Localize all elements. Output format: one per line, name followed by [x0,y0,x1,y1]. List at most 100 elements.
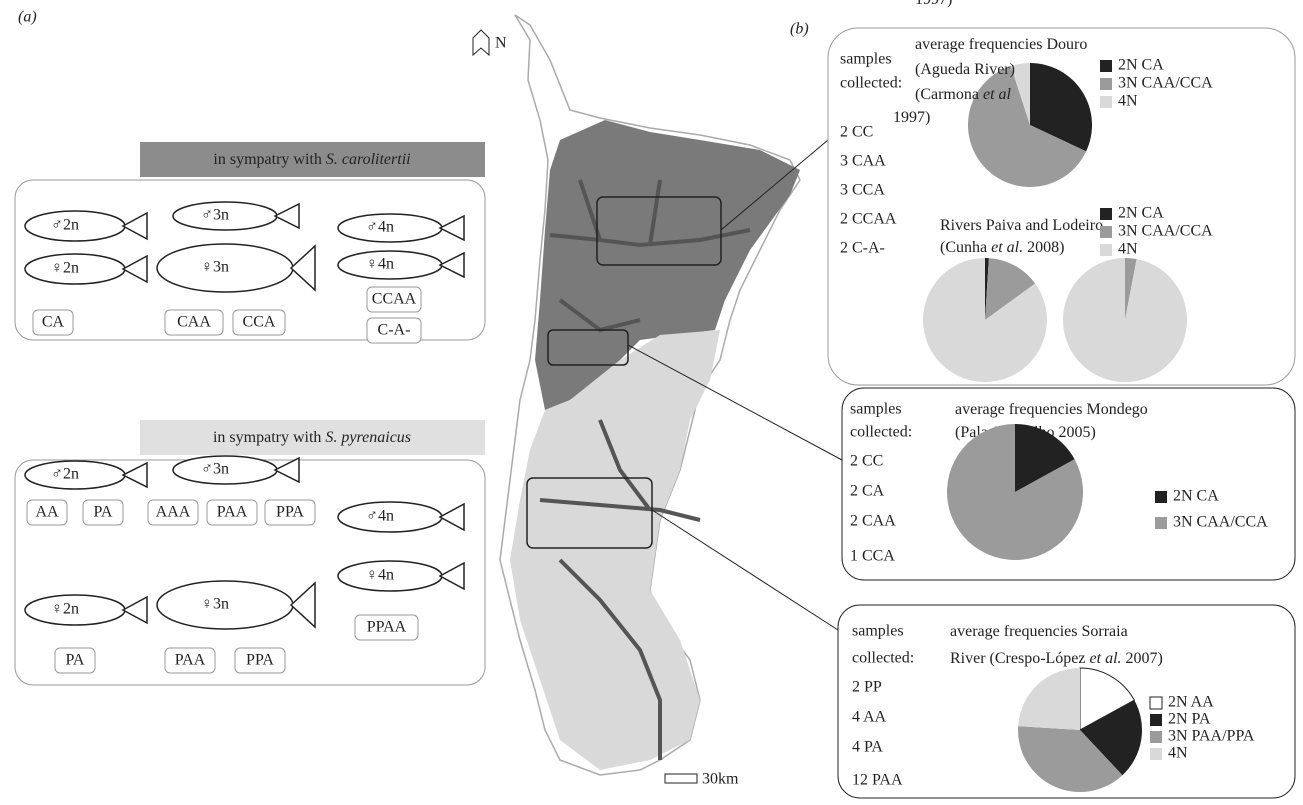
samples-label: collected: [852,650,914,667]
legend-label: 3N PAA/PPA [1168,728,1255,745]
sample-entry: 3 CCA [840,182,885,199]
site-title: (Agueda River) [915,61,1015,78]
site-title: Rivers Paiva and Lodeiro [940,217,1103,234]
site-title: average frequencies Mondego [955,401,1148,418]
legend-swatch [1100,208,1112,220]
north-label: N [495,35,507,52]
legend-label: 4N [1168,745,1188,762]
fish-tail [123,597,147,623]
legend-swatch [1100,60,1112,72]
fish-label: ♀3n [201,596,229,613]
site-title-part: 2007) [1122,650,1163,667]
fish-tail [123,256,147,282]
genotype-label: PPAA [367,619,407,636]
site-title: average frequencies Douro [915,36,1087,53]
site-title-part: 2008) [1023,239,1064,256]
sample-entry: 3 CAA [840,153,886,170]
fish-label: ♀4n [366,567,394,584]
site-title-part: River (Crespo-López [950,650,1090,667]
sample-entry: 2 CAA [850,513,896,530]
site-title-part: average frequencies Mondego [955,401,1148,418]
samples-label: collected: [840,75,902,92]
legend-label: 3N CAA/CCA [1118,223,1213,240]
genotype-label: PPA [276,504,304,521]
fish-tail [440,253,464,277]
fish-label: ♂3n [201,207,229,224]
fish-tail [123,213,147,239]
fish-tail [291,583,315,627]
fish-label: ♂4n [366,219,394,236]
sample-entry: 1 CCA [850,548,895,565]
fish-label: ♂4n [366,508,394,525]
site-title-part: 1997) [915,0,952,8]
site-title: (Cunha et al. 2008) [940,239,1064,256]
legend-label: 2N CA [1173,488,1219,505]
pie-slice [1063,258,1187,382]
site-title-part: (Cunha [940,239,991,256]
map [473,15,842,783]
site-title: River (Crespo-López et al. 2007) [950,650,1163,667]
legend-label: 2N CA [1118,205,1164,222]
group-header-part: in sympatry with [213,429,325,446]
pie-slice [1018,668,1080,730]
sample-entry: 2 CC [840,124,873,141]
site-title-part: Rivers Paiva and Lodeiro [940,217,1103,234]
group-header-part: in sympatry with [213,151,325,168]
legend-swatch [1155,491,1167,503]
legend-label: 2N PA [1168,711,1211,728]
fish-label: ♀4n [366,256,394,273]
sample-entry: 2 CCAA [840,211,897,228]
fish-label: ♂3n [201,461,229,478]
legend-swatch [1100,226,1112,238]
panel-label: (a) [18,9,37,26]
legend-label: 3N CAA/CCA [1173,514,1268,531]
sample-entry: 12 PAA [852,772,903,789]
samples-label: samples [852,623,904,640]
samples-label: samples [840,51,892,68]
site-title: 1997) [893,109,930,126]
scale-label: 30km [702,771,739,788]
legend-swatch [1100,78,1112,90]
panel-label: (b) [790,21,809,38]
legend-swatch [1150,731,1162,743]
legend-swatch [1150,748,1162,760]
fish-label: ♂2n [51,466,79,483]
genotype-label: AA [35,504,59,521]
fish-tail [291,246,315,290]
fish-tail [440,563,464,589]
genotype-label: AAA [156,504,191,521]
legend-label: 2N CA [1118,57,1164,74]
genotype-label: PA [66,652,85,669]
fish-label: ♀2n [51,260,79,277]
legend-swatch [1150,697,1162,709]
site-title-part: et al. [991,239,1023,256]
fish-tail [440,504,464,530]
sample-entry: 2 C-A- [840,240,885,257]
site-title-part: average frequencies Douro [915,36,1087,53]
figure: N 30km (a) (b) in sympatry with S. carol… [0,0,1303,805]
site-title: 1997) [915,0,952,8]
fish-label: ♀3n [201,259,229,276]
genotype-label: CCA [243,314,276,331]
sample-entry: 4 PA [852,739,883,756]
sample-entry: 2 CA [850,483,885,500]
site-title-part: (Carmona [915,86,983,103]
fish-tail [440,216,464,240]
site-title-part: average frequencies Sorraia [950,623,1128,640]
site-title: (Carmona et al [915,86,1012,103]
fish-label: ♀2n [51,601,79,618]
genotype-label: PAA [175,652,206,669]
legend-label: 2N AA [1168,694,1214,711]
site-title: average frequencies Sorraia [950,623,1128,640]
fish-tail [123,463,147,487]
samples-label: collected: [850,424,912,441]
group-header: in sympatry with S. carolitertii [213,151,410,168]
genotype-label: CA [42,314,65,331]
genotype-label: C-A- [378,322,411,339]
sample-entry: 2 PP [852,679,882,696]
group-header-part: S. pyrenaicus [325,429,411,446]
legend-swatch [1150,714,1162,726]
samples-label: samples [850,401,902,418]
sample-entry: 2 CC [850,453,883,470]
genotype-label: PA [94,504,113,521]
